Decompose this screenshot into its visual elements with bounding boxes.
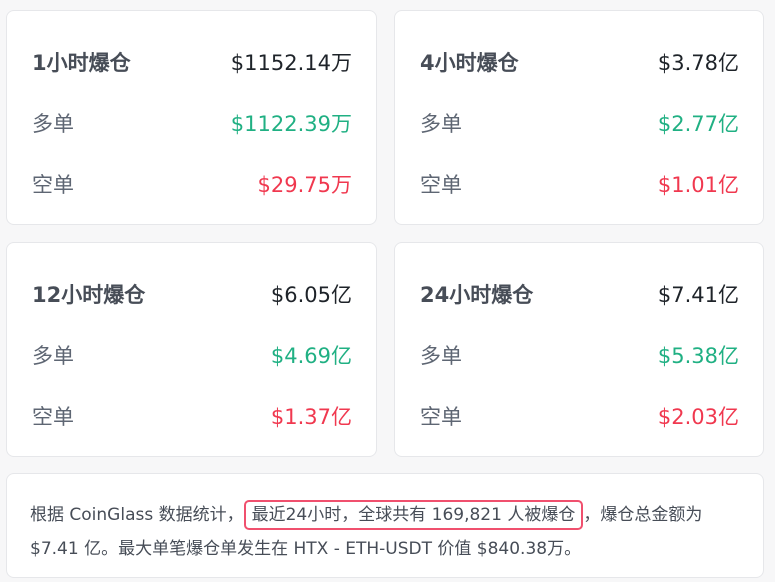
long-label: 多单 [32, 112, 74, 136]
long-value: $1122.39万 [230, 112, 352, 136]
liquidation-card: 24小时爆仓 $7.41亿多单 $5.38亿空单 $2.03亿 [394, 242, 764, 457]
title-row: 1小时爆仓 $1152.14万 [32, 47, 352, 77]
short-value: $1.37亿 [270, 405, 352, 429]
title-value: $7.41亿 [657, 283, 739, 307]
short-label: 空单 [32, 405, 74, 429]
short-row: 空单 $1.37亿 [32, 401, 352, 431]
liquidation-card: 12小时爆仓 $6.05亿多单 $4.69亿空单 $1.37亿 [6, 242, 377, 457]
liquidation-card: 1小时爆仓 $1152.14万多单 $1122.39万空单 $29.75万 [6, 10, 377, 225]
title-label: 4小时爆仓 [420, 51, 519, 75]
title-label: 1小时爆仓 [32, 51, 131, 75]
summary-card: 根据 CoinGlass 数据统计， 最近24小时，全球共有 169,821 人被… [6, 473, 764, 578]
long-label: 多单 [420, 112, 462, 136]
title-value: $6.05亿 [270, 283, 352, 307]
title-label: 24小时爆仓 [420, 283, 534, 307]
liquidation-card: 4小时爆仓 $3.78亿多单 $2.77亿空单 $1.01亿 [394, 10, 764, 225]
title-row: 4小时爆仓 $3.78亿 [420, 47, 739, 77]
short-label: 空单 [420, 405, 462, 429]
short-row: 空单 $2.03亿 [420, 401, 739, 431]
short-label: 空单 [32, 173, 74, 197]
short-row: 空单 $1.01亿 [420, 169, 739, 199]
short-row: 空单 $29.75万 [32, 169, 352, 199]
long-label: 多单 [420, 344, 462, 368]
long-value: $5.38亿 [657, 344, 739, 368]
highlighted-text: 最近24小时，全球共有 169,821 人被爆仓 [243, 500, 584, 530]
summary-text: 根据 CoinGlass 数据统计， 最近24小时，全球共有 169,821 人被… [30, 498, 743, 566]
title-value: $3.78亿 [657, 51, 739, 75]
title-row: 24小时爆仓 $7.41亿 [420, 279, 739, 309]
long-label: 多单 [32, 344, 74, 368]
title-value: $1152.14万 [230, 51, 352, 75]
long-value: $2.77亿 [657, 112, 739, 136]
long-row: 多单 $2.77亿 [420, 108, 739, 138]
short-value: $1.01亿 [657, 173, 739, 197]
long-row: 多单 $1122.39万 [32, 108, 352, 138]
title-row: 12小时爆仓 $6.05亿 [32, 279, 352, 309]
long-value: $4.69亿 [270, 344, 352, 368]
long-row: 多单 $4.69亿 [32, 340, 352, 370]
title-label: 12小时爆仓 [32, 283, 146, 307]
short-value: $2.03亿 [657, 405, 739, 429]
long-row: 多单 $5.38亿 [420, 340, 739, 370]
short-value: $29.75万 [257, 173, 352, 197]
short-label: 空单 [420, 173, 462, 197]
